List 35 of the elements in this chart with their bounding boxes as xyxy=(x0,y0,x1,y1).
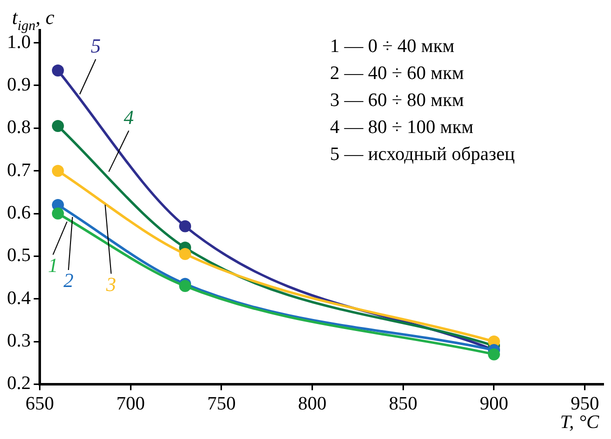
y-tick-label: 1.0 xyxy=(7,32,31,53)
point xyxy=(52,120,64,132)
annotation: 3 — 60 ÷ 80 мкм xyxy=(330,90,464,111)
point xyxy=(488,348,500,360)
x-tick-label: 800 xyxy=(298,394,327,415)
y-tick-label: 0.9 xyxy=(7,74,31,96)
text: 4 xyxy=(124,106,134,129)
y-tick-label: 0.3 xyxy=(7,330,31,352)
y-tick-label: 0.6 xyxy=(7,202,31,224)
x-tick-label: 900 xyxy=(480,394,508,415)
x-tick-label: 950 xyxy=(570,394,600,415)
text: 2 xyxy=(63,270,74,292)
annotation: 2 — 40 ÷ 60 мкм xyxy=(330,63,464,84)
series-label: 5 xyxy=(90,35,101,58)
y-tick-label: 0.4 xyxy=(7,288,32,309)
x-tick-label: 700 xyxy=(116,394,145,415)
x-tick-label: 850 xyxy=(388,394,418,415)
point xyxy=(52,64,64,77)
x-axis-title: T, °C xyxy=(560,412,600,434)
y-tick-label: 0.8 xyxy=(7,117,31,138)
point xyxy=(52,164,64,177)
x-tick-label: 750 xyxy=(207,394,236,415)
point xyxy=(179,248,192,260)
point xyxy=(52,208,64,220)
annotation: 4 — 80 ÷ 100 мкм xyxy=(330,117,474,138)
series-label: 1 xyxy=(48,254,58,277)
y-tick-label: 0.7 xyxy=(7,160,31,181)
y-tick-label: 0.5 xyxy=(7,245,31,266)
x-tick-label: 650 xyxy=(26,394,54,415)
point xyxy=(179,220,192,232)
point xyxy=(179,280,192,292)
text: 3 xyxy=(105,274,116,296)
y-tick-label: 0.2 xyxy=(7,373,31,394)
annotation: 1 — 0 ÷ 40 мкм xyxy=(330,36,454,57)
annotation: 5 — исходный образец xyxy=(330,144,515,165)
